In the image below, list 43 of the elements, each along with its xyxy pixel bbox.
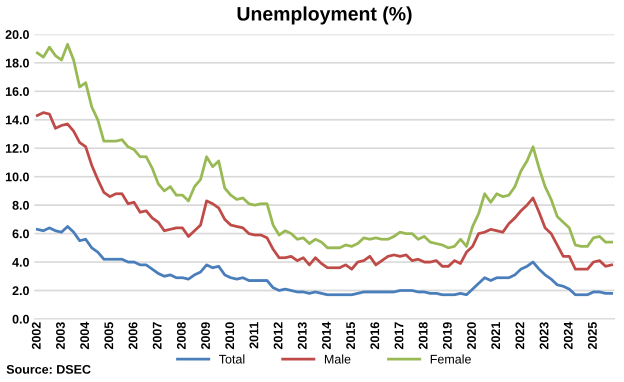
y-tick-label: 16.0 <box>6 87 29 96</box>
x-tick-label: 2018 <box>418 322 428 350</box>
x-tick-label: 2020 <box>467 322 476 350</box>
y-tick-label: 18.0 <box>6 58 29 68</box>
y-tick-label: 0.0 <box>12 314 29 324</box>
x-tick-label: 2002 <box>32 322 41 350</box>
legend-label: Total <box>219 354 244 364</box>
y-tick-label: 8.0 <box>12 200 29 210</box>
x-tick-label: 2004 <box>80 322 90 350</box>
x-tick-label: 2017 <box>394 322 404 350</box>
y-tick-label: 6.0 <box>12 229 29 238</box>
line-series <box>36 225 614 296</box>
x-tick-label: 2022 <box>515 322 524 350</box>
x-tick-label: 2024 <box>564 322 573 350</box>
x-tick-label: 2009 <box>201 322 210 350</box>
x-tick-label: 2019 <box>442 322 452 350</box>
source-note: Source: DSEC <box>6 364 91 374</box>
chart-title: Unemployment (%) <box>238 6 412 25</box>
x-tick-label: 2008 <box>176 322 186 350</box>
x-tick-label: 2006 <box>128 322 138 350</box>
x-tick-label: 2025 <box>588 322 597 350</box>
y-tick-label: 20.0 <box>6 30 29 40</box>
y-tick-label: 4.0 <box>12 258 29 267</box>
x-tick-label: 2003 <box>56 322 65 350</box>
y-tick-label: 14.0 <box>6 116 29 124</box>
x-tick-label: 2011 <box>249 322 258 348</box>
x-tick-label: 2007 <box>152 322 162 350</box>
y-tick-label: 10.0 <box>6 172 29 182</box>
line-series <box>36 42 614 250</box>
x-tick-label: 2016 <box>370 322 380 350</box>
line-series <box>36 111 614 271</box>
x-tick-label: 2013 <box>298 322 307 350</box>
legend-label: Female <box>430 354 471 364</box>
y-tick-label: 12.0 <box>6 144 29 153</box>
x-tick-label: 2021 <box>491 322 500 350</box>
x-tick-label: 2023 <box>540 322 548 350</box>
x-tick-label: 2005 <box>104 322 114 350</box>
x-tick-label: 2012 <box>274 322 282 350</box>
x-tick-label: 2015 <box>346 322 356 350</box>
x-tick-label: 2010 <box>225 322 234 350</box>
x-tick-label: 2014 <box>322 322 331 350</box>
y-tick-label: 2.0 <box>12 286 29 296</box>
legend-label: Male <box>324 354 350 364</box>
